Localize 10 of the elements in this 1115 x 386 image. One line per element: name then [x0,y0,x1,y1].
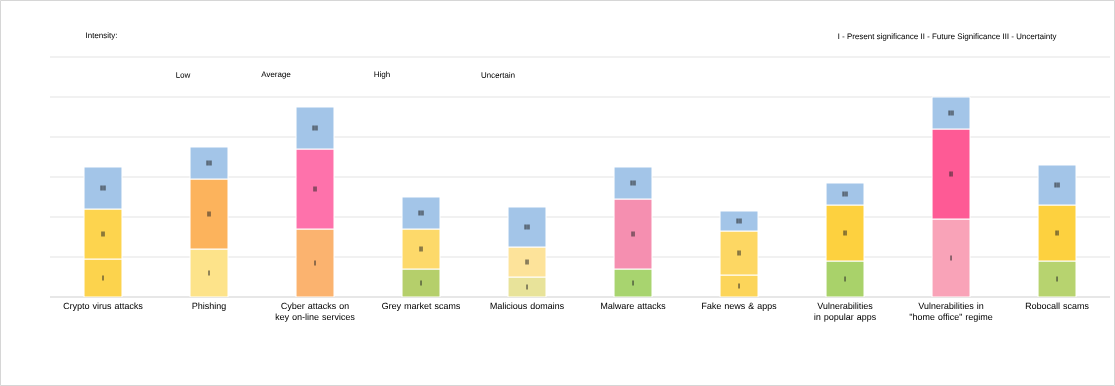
x-tick-label: Grey market scams [382,302,461,311]
x-tick-label: Malicious domains [490,302,564,310]
x-tick-label: Phishing [192,302,226,311]
x-tick-label: Vulnerabilities in "home office" regime [909,302,993,322]
x-tick-label: Cyber attacks on key on-line services [275,302,355,322]
x-tick-label: Vulnerabilities in popular apps [814,302,876,322]
x-tick-label: Crypto virus attacks [63,302,143,311]
x-tick-label: Malware attacks [601,302,666,310]
x-tick-label: Robocall scams [1025,302,1089,310]
x-tick-label: Fake news & apps [702,302,777,311]
